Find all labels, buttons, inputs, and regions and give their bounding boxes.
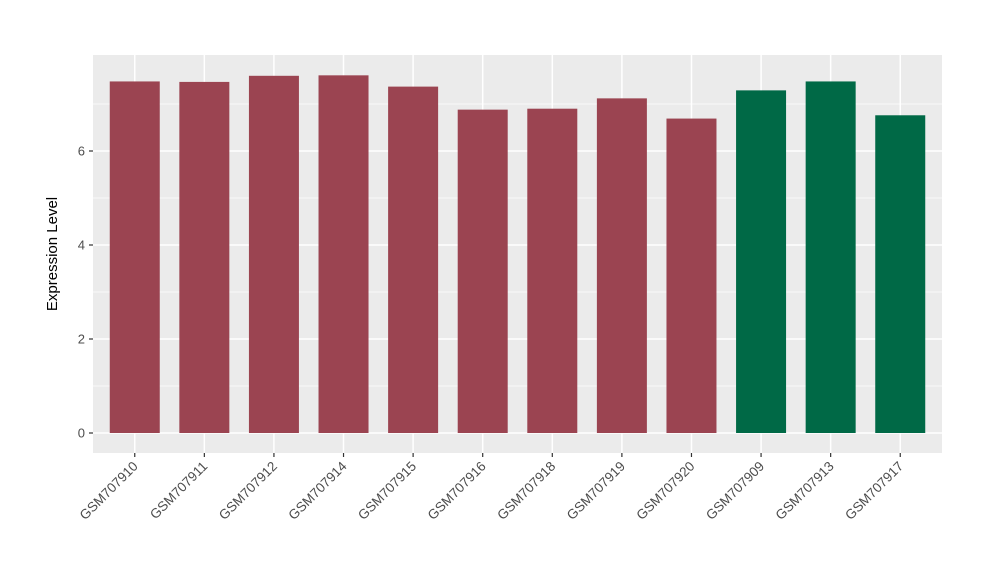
y-tick-label: 6 [78, 144, 85, 159]
y-tick-label: 2 [78, 332, 85, 347]
bar [109, 81, 160, 433]
x-tick-label: GSM707916 [425, 459, 489, 523]
panel-layer [93, 55, 942, 453]
plot-panel [93, 55, 942, 453]
y-axis-title: Expression Level [44, 197, 61, 311]
x-tick-label: GSM707919 [564, 459, 628, 523]
bar [875, 115, 926, 433]
x-tick-label: GSM707909 [703, 459, 767, 523]
bar [666, 118, 717, 433]
bar [736, 90, 787, 434]
x-tick-label: GSM707917 [842, 459, 906, 523]
bar [318, 75, 369, 433]
grid-minor-layer [93, 103, 942, 387]
bar [179, 81, 230, 433]
x-tick-label: GSM707910 [77, 459, 141, 523]
x-tick-label: GSM707914 [285, 458, 350, 523]
bar [805, 81, 856, 433]
bars-layer [109, 75, 926, 434]
bar [596, 98, 647, 434]
y-tick-label: 0 [78, 426, 85, 441]
x-tick-label: GSM707920 [633, 459, 697, 523]
x-tick-label: GSM707913 [773, 459, 837, 523]
x-tick-label: GSM707911 [147, 459, 211, 523]
bar [527, 108, 578, 433]
x-tick-label: GSM707912 [216, 459, 280, 523]
y-tick-label: 4 [78, 238, 85, 253]
bar [457, 109, 508, 433]
bar [248, 75, 299, 434]
bar [388, 86, 439, 434]
x-tick-label: GSM707918 [494, 459, 558, 523]
x-tick-label: GSM707915 [355, 459, 419, 523]
